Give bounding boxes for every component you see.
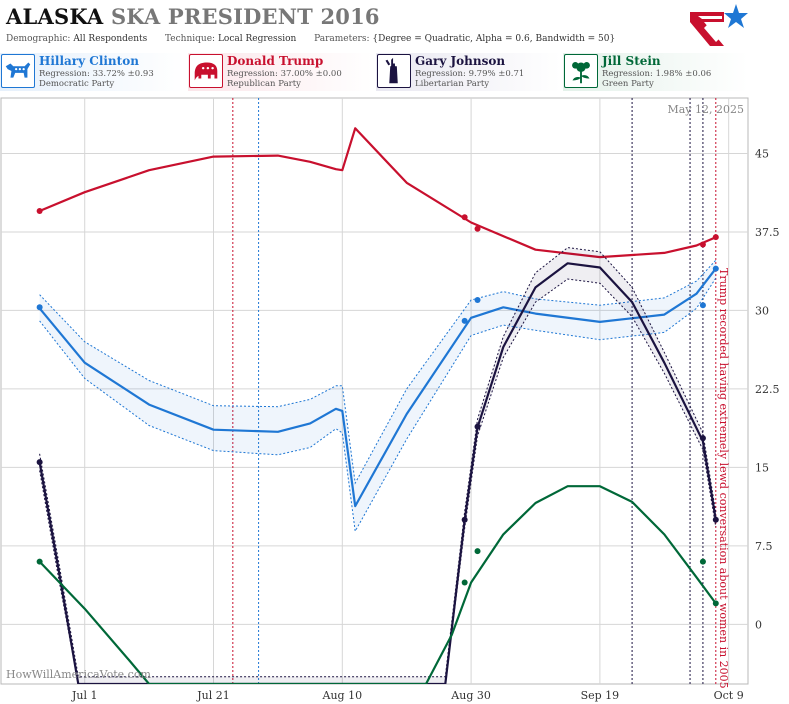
data-point [712, 600, 719, 607]
data-point [36, 208, 43, 215]
plot-frame [0, 97, 749, 685]
x-tick-label: Sep 19 [581, 689, 620, 702]
data-point [699, 435, 706, 442]
y-tick-label: 37.5 [755, 226, 780, 239]
legend-item-stein[interactable]: Jill Stein Regression: 1.98% ±0.06 Green… [563, 53, 748, 91]
data-point [461, 317, 468, 324]
candidate-regression: Regression: 1.98% ±0.06 [602, 69, 712, 79]
parameters-value: {Degree = Quadratic, Alpha = 0.6, Bandwi… [372, 34, 616, 44]
header: ALASKA SKA PRESIDENT 2016 Demographic: A… [0, 0, 789, 52]
data-point [474, 423, 481, 430]
candidate-name: Jill Stein [602, 54, 661, 68]
candidate-regression: Regression: 33.72% ±0.93 [39, 69, 154, 79]
x-tick-label: Aug 30 [450, 689, 491, 702]
data-point [36, 304, 43, 311]
parameters-label: Parameters: [314, 34, 370, 44]
liberty-icon [377, 54, 411, 88]
legend-item-johnson[interactable]: Gary Johnson Regression: 9.79% ±0.71 Lib… [376, 53, 561, 91]
candidate-party: Republican Party [227, 79, 301, 89]
y-tick-label: 15 [755, 461, 769, 474]
demographic-value: All Respondents [73, 34, 148, 44]
technique-label: Technique: [165, 34, 216, 44]
candidate-party: Democratic Party [39, 79, 115, 89]
legend-item-trump[interactable]: Donald Trump Regression: 37.00% ±0.00 Re… [188, 53, 373, 91]
candidate-party: Libertarian Party [415, 79, 490, 89]
series-line [39, 127, 717, 259]
data-point [699, 241, 706, 248]
series-line [38, 485, 717, 684]
title-state: ALASKA [6, 4, 104, 29]
x-tick-label: Jul 21 [196, 689, 230, 702]
page-title: ALASKA SKA PRESIDENT 2016 [6, 4, 380, 29]
candidate-regression: Regression: 9.79% ±0.71 [415, 69, 525, 79]
data-point [712, 516, 719, 523]
data-point [699, 558, 706, 565]
candidate-name: Hillary Clinton [39, 54, 139, 68]
data-point [474, 548, 481, 555]
series-group [36, 127, 719, 684]
data-point [36, 459, 43, 466]
candidate-party: Green Party [602, 79, 654, 89]
y-tick-label: 22.5 [755, 383, 780, 396]
band-upper [39, 247, 717, 678]
green-flower-icon [564, 54, 598, 88]
donkey-icon [1, 54, 35, 88]
annotation-text: Trump recorded having extremely lewd con… [717, 268, 730, 689]
data-point [474, 225, 481, 232]
y-tick-label: 7.5 [755, 540, 773, 553]
y-tick-label: 0 [755, 618, 762, 631]
band-lower [39, 278, 717, 684]
date-stamp: May 12, 2025 [667, 103, 744, 116]
x-tick-label: Aug 10 [322, 689, 363, 702]
watermark: HowWillAmericaVote.com [6, 668, 151, 681]
parameters-line: Demographic: All Respondents Technique: … [6, 34, 615, 44]
series-line [38, 267, 717, 508]
data-point [461, 516, 468, 523]
y-tick-label: 45 [755, 147, 769, 160]
x-tick-label: Jul 1 [71, 689, 98, 702]
candidate-name: Gary Johnson [415, 54, 506, 68]
data-point [712, 265, 719, 272]
demographic-label: Demographic: [6, 34, 71, 44]
site-logo-icon [690, 4, 748, 46]
legend-item-clinton[interactable]: Hillary Clinton Regression: 33.72% ±0.93… [0, 53, 185, 91]
technique-value: Local Regression [217, 34, 297, 44]
data-point [712, 234, 719, 241]
regression-chart: 0 7.5 15 22.5 30 37.5 45 Jul 1 Jul 21 Aug 10 Aug 3… [0, 97, 780, 702]
y-tick-label: 30 [755, 304, 769, 317]
band-upper [39, 259, 717, 485]
series-line [38, 262, 717, 684]
elephant-icon [189, 54, 223, 88]
data-point [461, 214, 468, 221]
candidate-legend: Hillary Clinton Regression: 33.72% ±0.93… [0, 53, 750, 93]
confidence-band [39, 260, 716, 532]
data-point [36, 558, 43, 565]
candidate-name: Donald Trump [227, 54, 324, 68]
data-point [461, 579, 468, 586]
x-tick-label: Oct 9 [714, 689, 744, 702]
candidate-regression: Regression: 37.00% ±0.00 [227, 69, 342, 79]
data-point [699, 302, 706, 309]
data-point [474, 296, 481, 303]
title-race: SKA PRESIDENT 2016 [110, 4, 380, 29]
